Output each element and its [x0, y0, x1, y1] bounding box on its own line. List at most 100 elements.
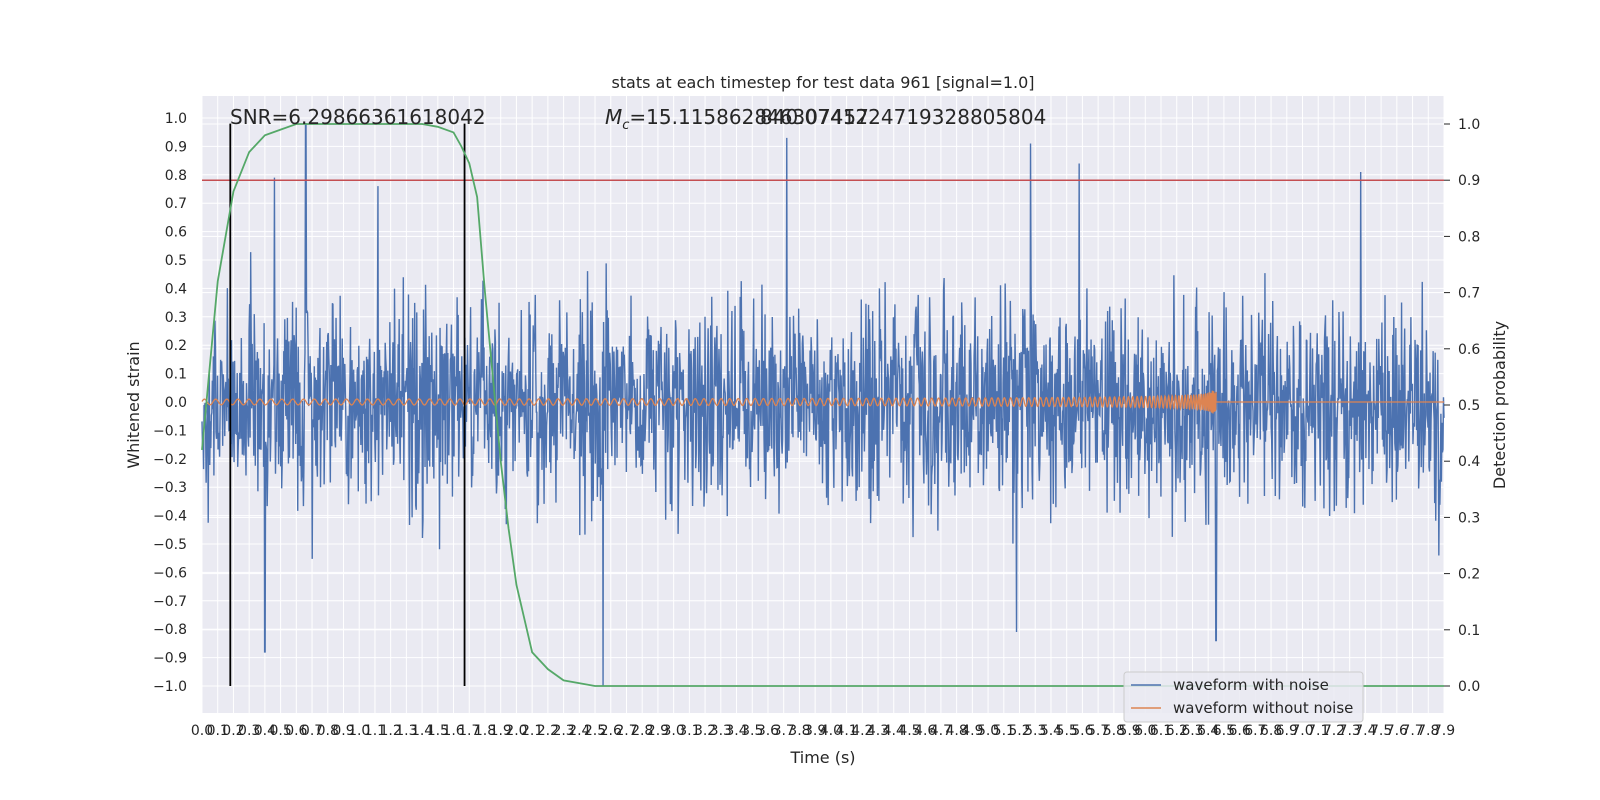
mc-subscript: c: [622, 118, 629, 133]
x-tick-label: 4.5: [898, 723, 920, 739]
x-tick-label: 1.2: [380, 723, 402, 739]
y-tick-label-left: −0.8: [153, 622, 187, 638]
legend-label-noise: waveform with noise: [1173, 676, 1329, 694]
x-tick-label: 1.1: [364, 723, 386, 739]
tick-labels: 0.00.10.20.30.40.50.60.70.80.91.01.11.21…: [153, 111, 1480, 739]
x-tick-label: 0.3: [238, 723, 260, 739]
x-tick-label: 1.6: [442, 723, 464, 739]
x-tick-label: 1.0: [348, 723, 370, 739]
x-tick-label: 2.9: [647, 723, 669, 739]
x-tick-label: 7.3: [1339, 723, 1361, 739]
x-tick-label: 4.4: [883, 723, 905, 739]
detection-probability-line: [201, 123, 1444, 687]
mc-symbol: M: [605, 105, 622, 129]
x-tick-label: 6.2: [1166, 723, 1188, 739]
y-axis-label-left: Whitened strain: [124, 341, 143, 468]
y-tick-label-left: −1.0: [153, 679, 187, 695]
x-tick-label: 2.5: [584, 723, 606, 739]
snr-annotation: SNR=6.29866361618042: [230, 105, 486, 129]
x-tick-label: 3.7: [773, 723, 795, 739]
y-tick-label-left: −0.2: [153, 452, 187, 468]
y-tick-label-right: 0.4: [1458, 454, 1480, 470]
x-tick-label: 4.3: [867, 723, 889, 739]
x-tick-label: 4.7: [930, 723, 952, 739]
x-tick-label: 1.4: [411, 723, 433, 739]
x-tick-label: 3.6: [757, 723, 779, 739]
x-tick-label: 2.1: [521, 723, 543, 739]
y-tick-label-right: 0.8: [1458, 229, 1480, 245]
y-tick-label-right: 0.9: [1458, 173, 1480, 189]
x-tick-label: 1.9: [490, 723, 512, 739]
y-tick-label-left: −0.9: [153, 651, 187, 667]
chart-title: stats at each timestep for test data 961…: [611, 73, 1034, 92]
x-tick-label: 7.1: [1307, 723, 1329, 739]
x-tick-label: 6.4: [1197, 723, 1219, 739]
y-tick-label-left: 0.1: [165, 367, 187, 383]
series-waveform-without-noise: [201, 390, 1444, 414]
y-tick-label-left: 0.5: [165, 253, 187, 269]
y-tick-label-right: 0.5: [1458, 398, 1480, 414]
y-tick-label-right: 0.6: [1458, 342, 1480, 358]
x-tick-label: 2.3: [552, 723, 574, 739]
x-tick-label: 7.6: [1386, 723, 1408, 739]
series-detection-probability: [201, 123, 1444, 687]
y-tick-label-left: 1.0: [165, 111, 187, 127]
x-tick-label: 3.1: [678, 723, 700, 739]
x-tick-label: 0.7: [301, 723, 323, 739]
x-tick-label: 2.4: [568, 723, 590, 739]
x-tick-label: 7.7: [1401, 723, 1423, 739]
x-tick-label: 0.2: [222, 723, 244, 739]
y-axis-label-right: Detection probability: [1490, 321, 1509, 489]
y-tick-label-right: 0.2: [1458, 567, 1480, 583]
legend-label-clean: waveform without noise: [1173, 699, 1353, 717]
y-tick-label-left: −0.6: [153, 565, 187, 581]
x-axis-label: Time (s): [789, 748, 855, 767]
x-tick-label: 5.0: [977, 723, 999, 739]
x-tick-label: 4.0: [820, 723, 842, 739]
x-tick-label: 0.6: [285, 723, 307, 739]
x-tick-label: 0.9: [332, 723, 354, 739]
x-tick-label: 6.1: [1150, 723, 1172, 739]
x-tick-label: 6.9: [1276, 723, 1298, 739]
x-tick-label: 3.5: [741, 723, 763, 739]
x-tick-label: 2.7: [615, 723, 637, 739]
x-tick-label: 7.2: [1323, 723, 1345, 739]
x-tick-label: 2.6: [600, 723, 622, 739]
overlap-annotation: 840.0741224719328805804: [760, 105, 1046, 129]
x-tick-label: 3.3: [710, 723, 732, 739]
y-tick-label-right: 0.3: [1458, 510, 1480, 526]
y-tick-label-left: −0.1: [153, 423, 187, 439]
x-tick-label: 7.0: [1291, 723, 1313, 739]
x-tick-label: 4.1: [835, 723, 857, 739]
x-tick-label: 6.8: [1260, 723, 1282, 739]
y-tick-label-left: 0.3: [165, 310, 187, 326]
y-tick-label-left: −0.4: [153, 509, 187, 525]
x-tick-label: 3.8: [788, 723, 810, 739]
x-tick-label: 5.5: [1056, 723, 1078, 739]
x-tick-label: 2.8: [631, 723, 653, 739]
x-tick-label: 1.8: [474, 723, 496, 739]
y-tick-label-right: 0.7: [1458, 286, 1480, 302]
x-tick-label: 4.9: [961, 723, 983, 739]
y-tick-label-left: 0.2: [165, 338, 187, 354]
x-tick-label: 5.9: [1118, 723, 1140, 739]
waveform-without-noise-line: [201, 390, 1444, 414]
x-tick-label: 1.3: [395, 723, 417, 739]
y-tick-label-left: 0.7: [165, 196, 187, 212]
mc-annotation: Mc=15.115862846307457: [605, 105, 869, 133]
x-tick-label: 6.3: [1181, 723, 1203, 739]
x-tick-label: 4.2: [851, 723, 873, 739]
x-tick-label: 0.5: [269, 723, 291, 739]
x-tick-label: 5.6: [1071, 723, 1093, 739]
x-tick-label: 0.8: [317, 723, 339, 739]
y-tick-label-right: 0.0: [1458, 679, 1480, 695]
mc-value: =15.115862846307457: [629, 105, 868, 129]
x-tick-label: 4.8: [946, 723, 968, 739]
x-tick-label: 5.4: [1040, 723, 1062, 739]
x-tick-label: 2.2: [537, 723, 559, 739]
y-tick-label-left: −0.5: [153, 537, 187, 553]
x-tick-label: 3.2: [694, 723, 716, 739]
x-tick-label: 7.4: [1354, 723, 1376, 739]
x-tick-label: 0.1: [207, 723, 229, 739]
x-tick-label: 6.6: [1228, 723, 1250, 739]
